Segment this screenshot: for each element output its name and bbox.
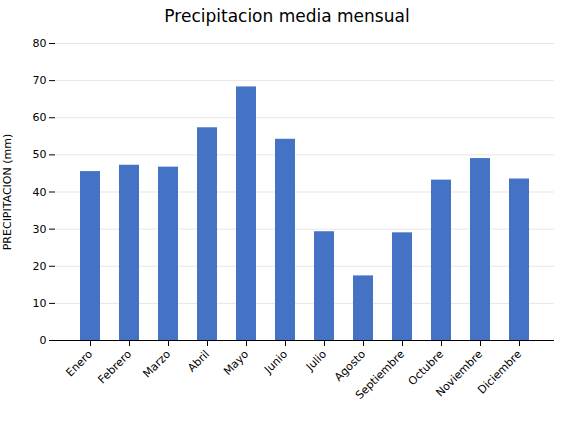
- svg-text:Marzo: Marzo: [140, 348, 173, 381]
- svg-text:Septiembre: Septiembre: [353, 348, 407, 402]
- svg-text:Enero: Enero: [64, 348, 96, 380]
- svg-text:Noviembre: Noviembre: [433, 348, 485, 400]
- svg-text:60: 60: [33, 111, 47, 124]
- svg-text:Febrero: Febrero: [96, 348, 135, 387]
- svg-text:70: 70: [33, 74, 47, 87]
- svg-text:Abril: Abril: [185, 348, 212, 375]
- svg-text:Agosto: Agosto: [332, 348, 368, 384]
- svg-text:Junio: Junio: [261, 348, 290, 377]
- svg-text:40: 40: [33, 186, 47, 199]
- svg-text:10: 10: [33, 297, 47, 310]
- svg-text:Diciembre: Diciembre: [475, 348, 524, 397]
- svg-text:20: 20: [33, 260, 47, 273]
- svg-text:0: 0: [40, 334, 47, 347]
- svg-text:30: 30: [33, 223, 47, 236]
- svg-text:Julio: Julio: [303, 348, 329, 374]
- svg-text:50: 50: [33, 148, 47, 161]
- svg-text:80: 80: [33, 37, 47, 50]
- html-text:Precipitacion media mensual: Precipitacion media mensual: [164, 6, 410, 26]
- svg-text:Octubre: Octubre: [406, 348, 446, 388]
- svg-text:Mayo: Mayo: [221, 348, 251, 378]
- svg-text:PRECIPITACION (mm): PRECIPITACION (mm): [1, 134, 14, 251]
